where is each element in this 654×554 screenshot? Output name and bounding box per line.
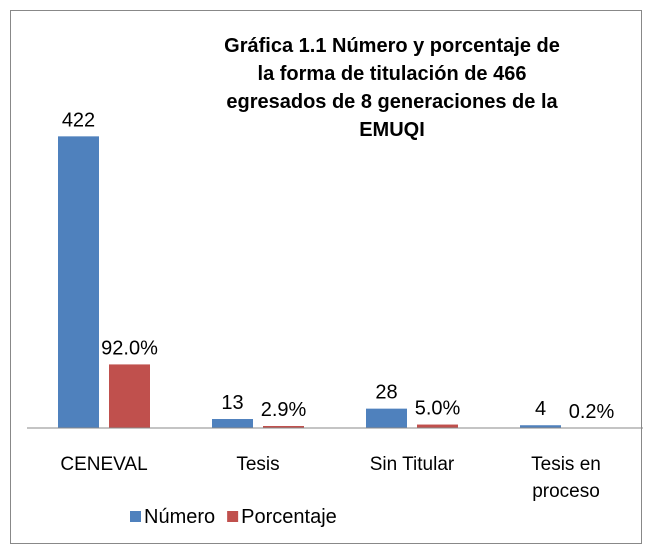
chart-border — [10, 10, 642, 544]
bar — [417, 424, 458, 428]
data-label: 28 — [375, 382, 397, 404]
bar — [58, 136, 99, 428]
bar — [520, 425, 561, 428]
x-tick-label: CENEVAL — [60, 454, 148, 475]
data-label: 422 — [62, 109, 95, 131]
data-label: 4 — [535, 398, 546, 420]
data-label: 5.0% — [415, 398, 461, 420]
x-tick-label: Tesis — [236, 454, 280, 475]
data-label: 0.2% — [569, 401, 615, 423]
bar — [109, 364, 150, 428]
x-tick-label: Tesis en proceso — [531, 454, 601, 502]
bar — [212, 419, 253, 428]
data-label: 13 — [221, 392, 243, 414]
bar — [366, 408, 407, 428]
legend-swatch — [130, 511, 141, 522]
legend-label: Porcentaje — [241, 506, 337, 528]
chart-title: Gráfica 1.1 Número y porcentaje de la fo… — [224, 35, 560, 141]
legend-label: Número — [144, 506, 215, 528]
data-label: 2.9% — [261, 399, 307, 421]
data-label: 92.0% — [101, 337, 158, 359]
x-tick-label: Sin Titular — [369, 454, 455, 475]
bar — [263, 425, 304, 428]
legend-swatch — [227, 511, 239, 522]
